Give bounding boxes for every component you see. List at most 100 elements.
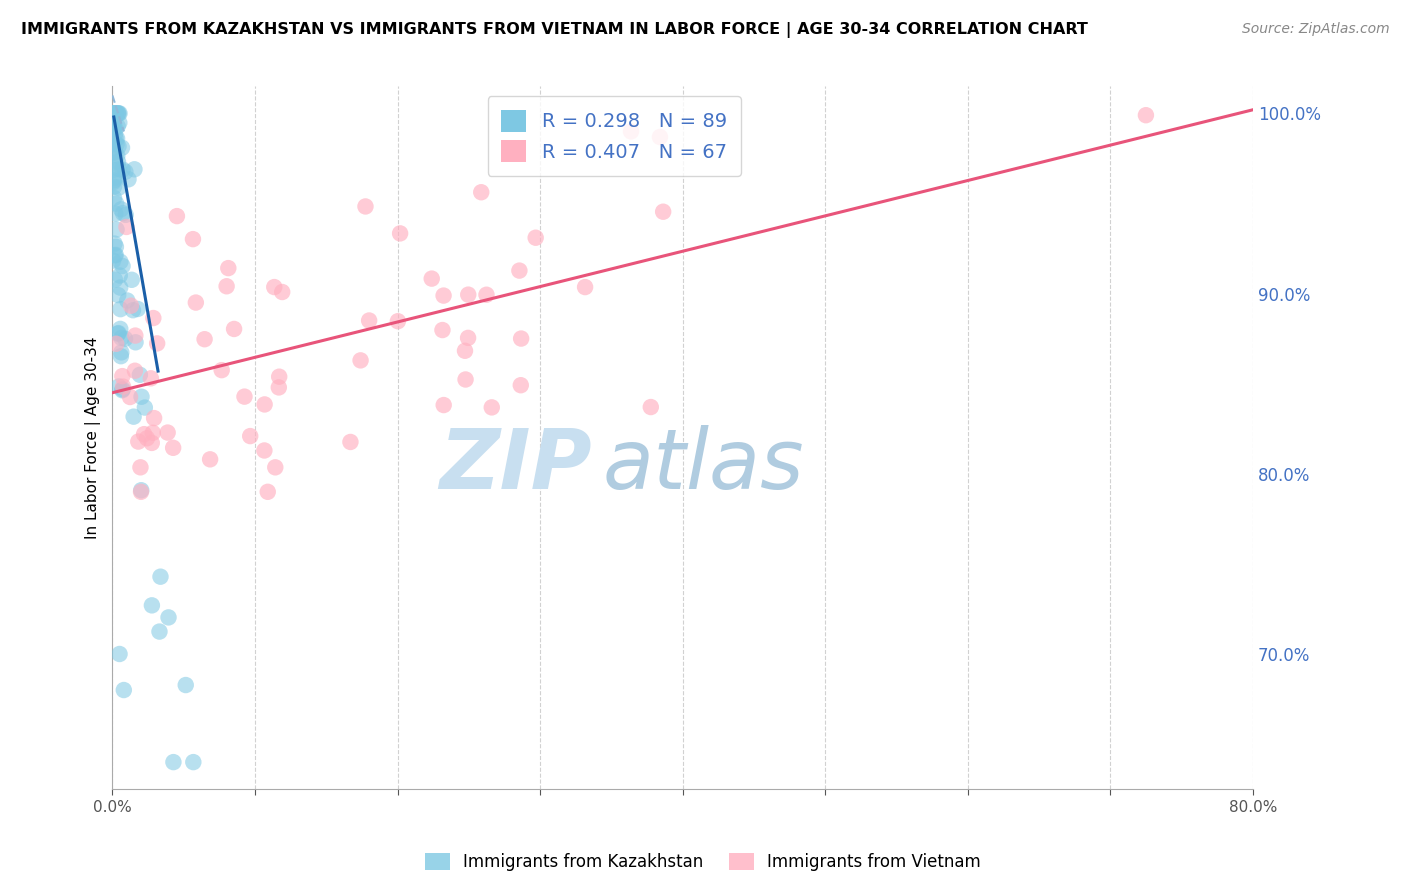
Point bbox=[256, 484, 278, 499]
Point bbox=[104, 131, 127, 145]
Point bbox=[432, 323, 454, 337]
Point bbox=[107, 180, 129, 194]
Point bbox=[457, 287, 479, 301]
Point bbox=[217, 261, 239, 276]
Point bbox=[117, 293, 139, 308]
Point bbox=[121, 273, 143, 287]
Point bbox=[111, 259, 134, 273]
Point bbox=[127, 301, 149, 316]
Point bbox=[124, 162, 146, 177]
Point bbox=[105, 222, 128, 236]
Point bbox=[117, 172, 139, 186]
Point bbox=[111, 162, 134, 177]
Point bbox=[339, 434, 361, 449]
Point bbox=[354, 199, 377, 213]
Point bbox=[104, 155, 127, 169]
Point bbox=[454, 372, 477, 386]
Point bbox=[124, 328, 146, 343]
Point bbox=[432, 288, 454, 302]
Point bbox=[111, 383, 134, 397]
Point bbox=[111, 206, 134, 220]
Point bbox=[118, 390, 141, 404]
Point bbox=[574, 280, 596, 294]
Point bbox=[420, 271, 443, 285]
Point bbox=[359, 313, 381, 327]
Point bbox=[110, 202, 132, 217]
Point bbox=[181, 232, 204, 246]
Point bbox=[104, 240, 127, 254]
Point bbox=[142, 311, 165, 326]
Point bbox=[110, 322, 132, 336]
Point bbox=[110, 331, 132, 345]
Point bbox=[104, 207, 127, 221]
Point bbox=[107, 120, 129, 134]
Point bbox=[184, 295, 207, 310]
Point bbox=[620, 124, 643, 138]
Legend: Immigrants from Kazakhstan, Immigrants from Vietnam: Immigrants from Kazakhstan, Immigrants f… bbox=[416, 845, 990, 880]
Point bbox=[110, 254, 132, 268]
Point bbox=[101, 106, 124, 120]
Point bbox=[211, 363, 233, 377]
Legend: R = 0.298   N = 89, R = 0.407   N = 67: R = 0.298 N = 89, R = 0.407 N = 67 bbox=[488, 96, 741, 176]
Point bbox=[648, 130, 671, 145]
Point bbox=[141, 599, 163, 613]
Y-axis label: In Labor Force | Age 30-34: In Labor Force | Age 30-34 bbox=[86, 336, 101, 539]
Point bbox=[174, 678, 197, 692]
Text: Source: ZipAtlas.com: Source: ZipAtlas.com bbox=[1241, 22, 1389, 37]
Point bbox=[387, 314, 409, 328]
Point bbox=[124, 335, 146, 350]
Point bbox=[104, 145, 127, 159]
Point bbox=[112, 379, 135, 393]
Point bbox=[136, 431, 159, 445]
Point bbox=[142, 425, 165, 440]
Point bbox=[271, 285, 294, 299]
Point bbox=[108, 116, 131, 130]
Point bbox=[112, 683, 135, 698]
Point bbox=[162, 755, 184, 769]
Point bbox=[114, 165, 136, 179]
Point bbox=[108, 268, 131, 283]
Point bbox=[233, 390, 256, 404]
Point bbox=[114, 332, 136, 346]
Point bbox=[111, 141, 134, 155]
Point bbox=[114, 208, 136, 222]
Point bbox=[156, 425, 179, 440]
Point bbox=[183, 755, 205, 769]
Point bbox=[524, 231, 547, 245]
Point bbox=[103, 136, 125, 150]
Point bbox=[267, 380, 290, 394]
Point bbox=[103, 236, 125, 251]
Point bbox=[166, 209, 188, 223]
Point bbox=[104, 248, 127, 262]
Point bbox=[110, 345, 132, 359]
Point bbox=[269, 369, 291, 384]
Point bbox=[107, 326, 129, 340]
Point bbox=[104, 170, 127, 185]
Point bbox=[108, 280, 131, 294]
Point bbox=[120, 299, 142, 313]
Point bbox=[105, 336, 128, 351]
Point bbox=[108, 162, 131, 177]
Point bbox=[470, 186, 492, 200]
Point bbox=[389, 227, 412, 241]
Point bbox=[101, 253, 124, 268]
Point bbox=[263, 280, 285, 294]
Text: atlas: atlas bbox=[603, 425, 804, 507]
Point bbox=[124, 364, 146, 378]
Point bbox=[103, 191, 125, 205]
Point bbox=[105, 136, 128, 151]
Point bbox=[103, 121, 125, 136]
Point bbox=[141, 436, 163, 450]
Point bbox=[105, 106, 128, 120]
Point bbox=[129, 483, 152, 498]
Point bbox=[149, 570, 172, 584]
Point bbox=[103, 106, 125, 120]
Point bbox=[107, 106, 129, 120]
Point bbox=[103, 173, 125, 187]
Text: ZIP: ZIP bbox=[439, 425, 592, 507]
Point bbox=[253, 397, 276, 411]
Point bbox=[103, 135, 125, 149]
Point bbox=[146, 336, 169, 351]
Point bbox=[111, 382, 134, 396]
Point bbox=[129, 460, 152, 475]
